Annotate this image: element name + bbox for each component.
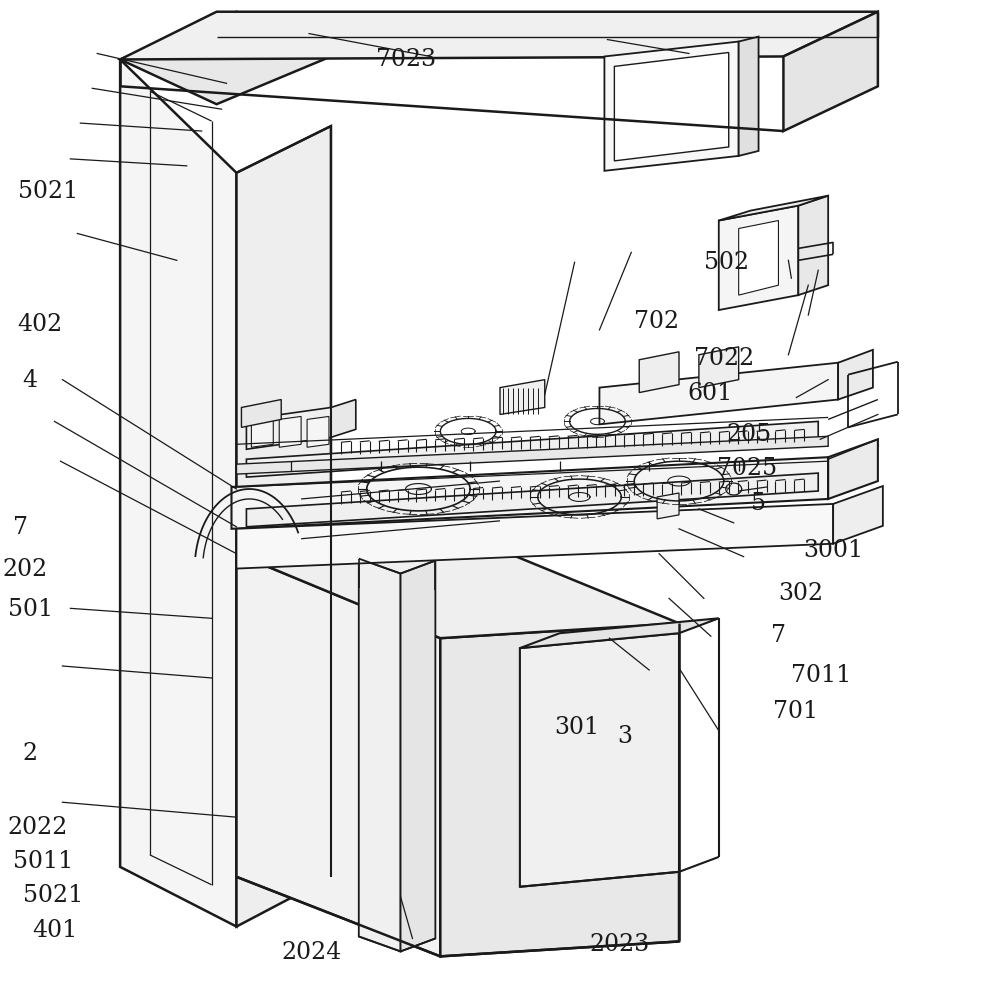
- Text: 5021: 5021: [23, 883, 83, 906]
- Polygon shape: [236, 554, 440, 956]
- Text: 501: 501: [8, 598, 53, 620]
- Polygon shape: [246, 408, 331, 450]
- Text: 7022: 7022: [694, 346, 754, 369]
- Polygon shape: [739, 221, 778, 296]
- Text: 7: 7: [771, 624, 786, 647]
- Text: 601: 601: [687, 382, 732, 404]
- Text: 301: 301: [555, 715, 600, 738]
- Text: 702: 702: [634, 310, 679, 333]
- Polygon shape: [604, 42, 739, 172]
- Text: 5021: 5021: [18, 179, 78, 202]
- Polygon shape: [246, 422, 818, 477]
- Text: 3001: 3001: [803, 538, 863, 561]
- Text: 4: 4: [23, 369, 38, 391]
- Text: 302: 302: [778, 582, 824, 604]
- Text: 3: 3: [617, 725, 632, 747]
- Polygon shape: [599, 364, 838, 425]
- Text: 402: 402: [18, 313, 63, 336]
- Polygon shape: [639, 352, 679, 393]
- Text: 5: 5: [751, 491, 766, 515]
- Polygon shape: [359, 559, 401, 951]
- Polygon shape: [520, 634, 679, 886]
- Text: 2024: 2024: [281, 941, 342, 963]
- Polygon shape: [307, 417, 329, 448]
- Polygon shape: [719, 196, 828, 221]
- Polygon shape: [120, 13, 878, 60]
- Text: 502: 502: [704, 251, 749, 274]
- Polygon shape: [401, 561, 435, 951]
- Text: 202: 202: [3, 557, 48, 580]
- Polygon shape: [798, 196, 828, 296]
- Text: 5011: 5011: [13, 849, 73, 873]
- Polygon shape: [236, 542, 679, 639]
- Polygon shape: [440, 623, 679, 956]
- Polygon shape: [828, 440, 878, 500]
- Text: 401: 401: [33, 918, 78, 941]
- Text: 7023: 7023: [376, 48, 436, 71]
- Polygon shape: [236, 505, 833, 569]
- Text: 205: 205: [727, 423, 772, 446]
- Polygon shape: [719, 206, 798, 311]
- Text: 701: 701: [773, 699, 819, 722]
- Polygon shape: [236, 437, 828, 474]
- Polygon shape: [838, 350, 873, 400]
- Text: 2: 2: [23, 741, 38, 764]
- Polygon shape: [833, 486, 883, 544]
- Polygon shape: [331, 400, 356, 438]
- Polygon shape: [614, 53, 729, 162]
- Polygon shape: [236, 127, 331, 927]
- Polygon shape: [699, 347, 739, 388]
- Polygon shape: [279, 417, 301, 448]
- Text: 7025: 7025: [717, 457, 777, 480]
- Polygon shape: [246, 473, 818, 528]
- Polygon shape: [120, 60, 236, 927]
- Text: 2022: 2022: [8, 814, 68, 838]
- Polygon shape: [232, 458, 828, 529]
- Polygon shape: [120, 13, 331, 106]
- Polygon shape: [251, 417, 273, 448]
- Polygon shape: [241, 400, 281, 428]
- Polygon shape: [520, 618, 719, 649]
- Text: 7: 7: [13, 516, 28, 538]
- Polygon shape: [739, 37, 759, 157]
- Polygon shape: [657, 494, 679, 520]
- Text: 7011: 7011: [791, 663, 852, 686]
- Polygon shape: [500, 381, 545, 415]
- Polygon shape: [783, 13, 878, 132]
- Text: 2023: 2023: [590, 933, 650, 955]
